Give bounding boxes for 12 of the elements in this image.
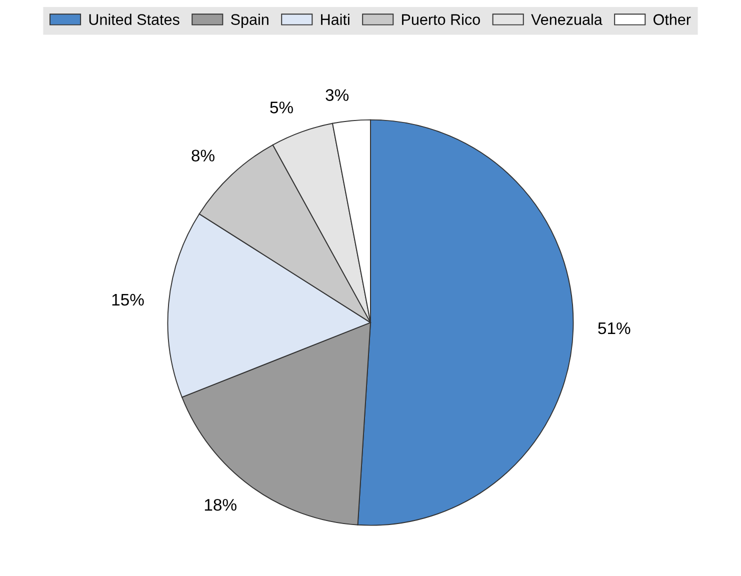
legend-label: Puerto Rico	[402, 14, 480, 25]
legend-label: Other	[654, 14, 691, 25]
data-label: 51%	[598, 322, 630, 334]
legend-label: Spain	[231, 14, 268, 28]
data-label: 15%	[112, 294, 144, 306]
data-label: 8%	[192, 150, 214, 162]
legend-label: Venezuala	[531, 14, 602, 25]
data-label: 5%	[270, 102, 293, 114]
legend-label: United States	[89, 14, 180, 25]
data-label: 18%	[204, 498, 236, 511]
data-label: 3%	[326, 89, 349, 101]
legend-label: Haiti	[321, 14, 350, 25]
